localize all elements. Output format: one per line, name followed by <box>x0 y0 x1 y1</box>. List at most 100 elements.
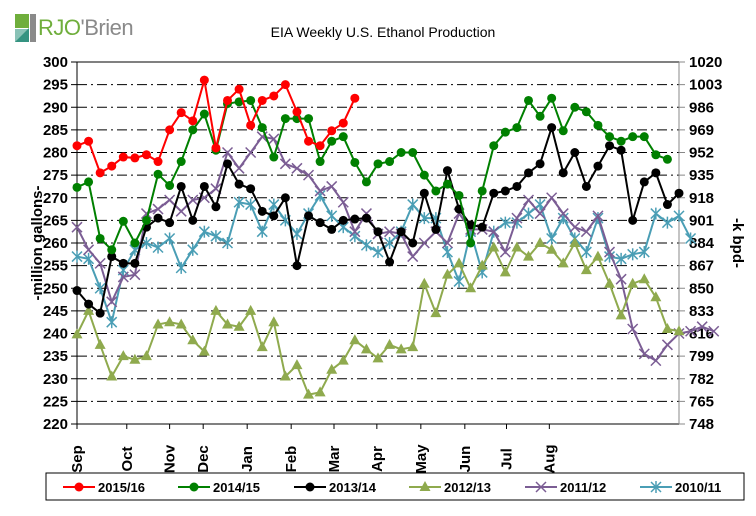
data-point <box>176 157 186 167</box>
marker-stroke <box>384 226 396 238</box>
data-point <box>569 221 581 233</box>
marker-stroke <box>337 196 349 208</box>
data-point <box>627 277 639 288</box>
data-point <box>441 246 453 259</box>
data-point <box>696 321 708 333</box>
data-point <box>222 318 233 329</box>
data-point <box>674 188 684 198</box>
series-2012-13 <box>71 237 685 399</box>
data-point <box>442 179 452 189</box>
data-point <box>524 168 533 178</box>
data-point <box>511 212 523 224</box>
y2-tick-label: 1003 <box>689 77 722 94</box>
data-point <box>384 237 396 249</box>
data-point <box>84 177 94 187</box>
y-tick-label: 245 <box>43 303 68 320</box>
x-tick-label-may: May <box>413 444 430 474</box>
marker-stroke <box>221 146 234 159</box>
data-point <box>314 185 326 197</box>
data-point <box>489 188 499 198</box>
data-point <box>71 221 83 233</box>
marker-stroke <box>418 237 430 249</box>
data-point <box>350 214 360 224</box>
data-point <box>673 325 685 336</box>
data-point <box>198 225 210 238</box>
data-point <box>84 136 94 146</box>
series-line <box>76 95 668 252</box>
series-line <box>76 79 356 175</box>
marker-stroke <box>256 131 268 143</box>
data-point <box>233 196 245 209</box>
data-point <box>211 143 221 153</box>
data-point <box>489 141 499 151</box>
data-point <box>326 180 338 192</box>
x-tick-label-apr: Apr <box>369 446 386 472</box>
legend-item-2014-15: 2014/15 <box>178 480 260 495</box>
data-point <box>304 114 314 124</box>
marker-stroke <box>580 226 592 238</box>
data-point <box>615 252 627 265</box>
data-point <box>592 210 604 222</box>
legend-box <box>45 472 745 501</box>
marker-stroke <box>499 246 511 258</box>
data-point <box>407 341 419 352</box>
data-point <box>72 141 82 151</box>
data-point <box>651 150 661 160</box>
data-point <box>164 316 176 327</box>
data-point <box>188 116 198 126</box>
x-tick-label-sep: Sep <box>69 445 86 473</box>
y2-tick-label: 986 <box>689 99 714 116</box>
data-point <box>94 338 106 349</box>
data-point <box>279 158 291 170</box>
data-point <box>453 275 465 288</box>
data-point <box>361 177 371 187</box>
data-point <box>130 153 140 163</box>
data-point <box>326 363 338 374</box>
data-point <box>291 162 303 174</box>
data-point <box>662 200 672 210</box>
x-tick-label-feb: Feb <box>283 446 300 473</box>
marker-stroke <box>604 246 616 258</box>
legend-item-2013-14: 2013/14 <box>294 480 377 495</box>
data-point <box>165 181 175 191</box>
data-point <box>175 261 187 274</box>
data-point <box>326 209 338 222</box>
legend-item-2012-13: 2012/13 <box>409 480 491 495</box>
data-point <box>350 157 360 167</box>
data-point <box>627 323 639 335</box>
data-point <box>651 168 661 178</box>
legend-marker <box>189 482 199 492</box>
data-point <box>129 269 141 281</box>
y-tick-label: 220 <box>43 416 68 433</box>
data-point <box>280 114 290 124</box>
marker-stroke <box>592 210 604 222</box>
data-point <box>72 182 82 192</box>
marker-stroke <box>615 273 627 285</box>
y2-tick-label: 799 <box>689 348 714 365</box>
data-point <box>500 186 510 196</box>
data-point <box>256 131 268 143</box>
y-tick-label: 235 <box>43 348 68 365</box>
marker-stroke <box>522 194 535 206</box>
legend-marker <box>535 481 547 493</box>
data-point <box>557 208 569 220</box>
y2-tick-label: 935 <box>689 167 714 184</box>
data-point <box>257 95 267 105</box>
marker-stroke <box>546 192 558 204</box>
data-point <box>558 168 568 178</box>
data-point <box>360 343 372 354</box>
data-point <box>257 123 267 133</box>
data-point <box>129 353 141 364</box>
data-point <box>349 334 361 345</box>
data-point <box>117 350 129 361</box>
marker-stroke <box>638 348 650 360</box>
data-point <box>291 359 303 370</box>
data-point <box>279 370 291 381</box>
data-point <box>234 84 244 94</box>
y-tick-label: 275 <box>43 167 68 184</box>
data-point <box>407 198 419 211</box>
data-point <box>546 232 558 245</box>
data-point <box>84 299 94 309</box>
y-tick-label: 295 <box>43 77 68 94</box>
data-point <box>627 248 639 261</box>
